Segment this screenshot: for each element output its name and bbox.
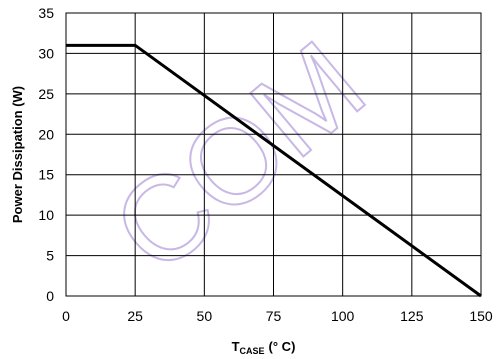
y-tick-label: 15 [38,167,54,183]
x-tick-label: 0 [62,308,70,324]
series-line [66,43,482,298]
x-tick-label: 75 [266,308,282,324]
x-axis-title-main: T [232,339,240,354]
y-tick-label: 5 [46,248,54,264]
x-axis-title-unit: (° C) [269,339,296,354]
x-tick-label: 150 [469,308,493,324]
y-tick-label: 20 [38,126,54,142]
y-tick-label: 30 [38,45,54,61]
x-tick-label: 50 [197,308,213,324]
y-tick-label: 10 [38,207,54,223]
y-axis-title: Power Dissipation (W) [10,86,25,223]
plot-area-frame [65,12,482,297]
x-axis-title: TCASE (° C) [232,339,296,356]
x-tick-label: 25 [127,308,143,324]
y-tick-label: 25 [38,86,54,102]
y-tick-labels: 0 5 10 15 20 25 30 35 [38,5,54,304]
grid [66,13,481,296]
x-tick-labels: 0 25 50 75 100 125 150 [62,308,493,324]
x-axis-title-sub: CASE [240,346,265,356]
y-tick-label: 0 [46,288,54,304]
series-group [66,43,482,298]
y-tick-label: 35 [38,5,54,21]
x-tick-label: 125 [400,308,424,324]
x-tick-label: 100 [331,308,355,324]
